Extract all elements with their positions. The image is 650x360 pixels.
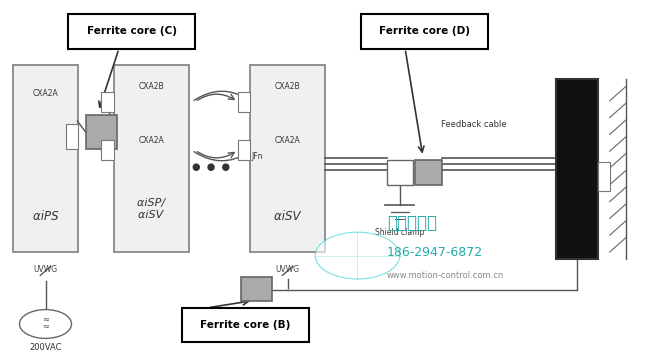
FancyBboxPatch shape — [101, 92, 114, 112]
FancyBboxPatch shape — [101, 140, 114, 160]
Text: 200VAC: 200VAC — [29, 343, 62, 352]
Text: www.motion-control.com.cn: www.motion-control.com.cn — [387, 271, 504, 280]
FancyBboxPatch shape — [13, 65, 78, 252]
Text: ≈
≈: ≈ ≈ — [42, 314, 49, 330]
FancyBboxPatch shape — [556, 79, 598, 259]
Text: UVWG: UVWG — [33, 266, 58, 274]
FancyBboxPatch shape — [250, 65, 325, 252]
FancyBboxPatch shape — [114, 65, 188, 252]
Text: Ferrite core (B): Ferrite core (B) — [200, 320, 291, 330]
FancyBboxPatch shape — [361, 14, 488, 49]
FancyBboxPatch shape — [238, 140, 250, 160]
FancyBboxPatch shape — [415, 160, 442, 185]
FancyBboxPatch shape — [240, 277, 272, 301]
Text: ●  ●  ●: ● ● ● — [192, 162, 230, 172]
Text: UVWG: UVWG — [276, 266, 300, 274]
FancyBboxPatch shape — [68, 14, 195, 49]
FancyBboxPatch shape — [238, 92, 250, 112]
FancyBboxPatch shape — [598, 162, 610, 191]
Text: JFn: JFn — [252, 152, 263, 161]
Text: Shield clamp: Shield clamp — [375, 228, 424, 237]
Circle shape — [315, 232, 400, 279]
Text: 西安德伍拓: 西安德伍拓 — [387, 214, 437, 232]
Text: CXA2A: CXA2A — [32, 89, 58, 98]
Text: CXA2A: CXA2A — [275, 136, 300, 145]
Circle shape — [20, 310, 72, 338]
Text: Ferrite core (C): Ferrite core (C) — [86, 27, 177, 36]
Text: α​iSV: α​iSV — [274, 210, 301, 222]
Text: CXA2B: CXA2B — [275, 82, 300, 91]
Text: Ferrite core (D): Ferrite core (D) — [379, 27, 470, 36]
FancyBboxPatch shape — [182, 308, 309, 342]
Text: 186-2947-6872: 186-2947-6872 — [387, 246, 483, 258]
Text: CXA2B: CXA2B — [138, 82, 164, 91]
FancyBboxPatch shape — [86, 115, 117, 149]
FancyBboxPatch shape — [66, 124, 78, 149]
Text: CXA2A: CXA2A — [138, 136, 164, 145]
Text: Feedback cable: Feedback cable — [441, 120, 506, 129]
FancyBboxPatch shape — [387, 160, 413, 185]
Text: α​iSP/
α​iSV: α​iSP/ α​iSV — [137, 198, 165, 220]
Text: α​iPS: α​iPS — [32, 210, 58, 222]
